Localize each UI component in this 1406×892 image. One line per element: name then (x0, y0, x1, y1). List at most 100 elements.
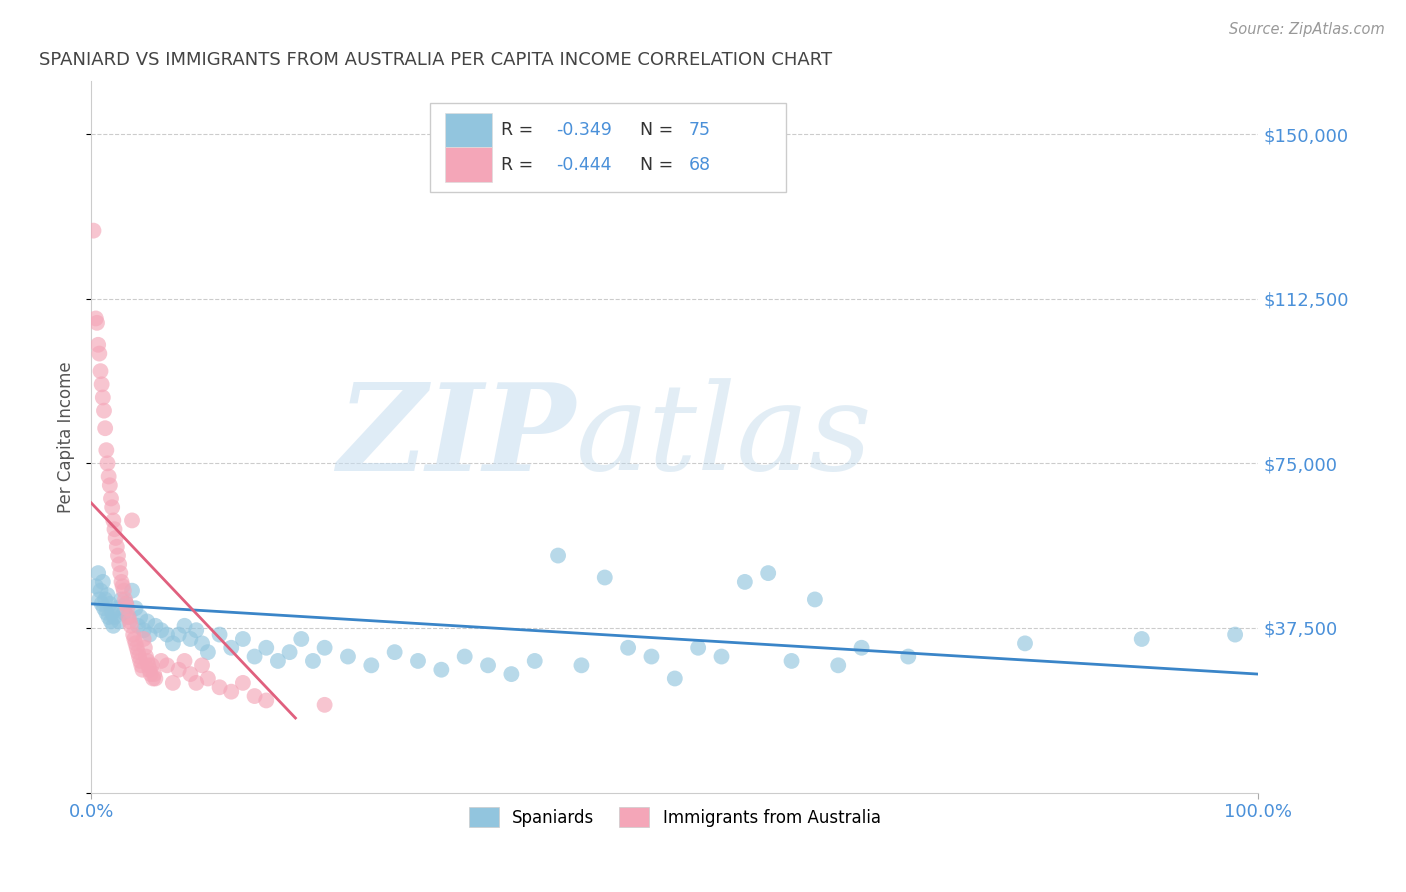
Text: R =: R = (501, 155, 538, 174)
Point (101, 606, 124, 620)
Point (82, 224, 104, 238)
Point (129, 654, 152, 668)
Point (710, 649, 733, 664)
Point (86, 316, 108, 330)
Point (127, 619, 149, 633)
Point (141, 658, 163, 673)
Point (156, 658, 179, 673)
Point (138, 627, 160, 641)
Point (756, 566, 779, 581)
Point (90, 377, 112, 392)
Point (105, 601, 128, 615)
Point (179, 632, 201, 646)
Point (336, 649, 359, 664)
Point (129, 610, 152, 624)
Point (523, 654, 546, 668)
Point (112, 606, 135, 620)
Point (138, 663, 160, 677)
Point (136, 654, 159, 668)
Point (142, 672, 165, 686)
Point (156, 627, 179, 641)
Y-axis label: Per Capita Income: Per Capita Income (58, 361, 75, 513)
Point (1014, 636, 1036, 650)
Point (150, 654, 173, 668)
Point (103, 522, 125, 536)
Point (1130, 632, 1153, 646)
Point (197, 645, 219, 659)
Point (110, 566, 132, 581)
Point (197, 672, 219, 686)
Point (117, 610, 139, 624)
Point (143, 672, 166, 686)
Point (96, 456, 118, 470)
Point (734, 574, 756, 589)
Point (94, 592, 117, 607)
Point (804, 592, 827, 607)
Point (108, 558, 131, 572)
Point (98, 597, 121, 611)
Point (167, 663, 190, 677)
FancyBboxPatch shape (430, 103, 786, 192)
Text: N =: N = (640, 155, 679, 174)
Point (96, 443, 118, 458)
Point (851, 640, 873, 655)
Point (191, 658, 214, 673)
Point (132, 632, 155, 646)
Point (84, 579, 107, 593)
Point (104, 531, 127, 545)
Point (897, 649, 920, 664)
Point (454, 649, 477, 664)
Point (96, 588, 118, 602)
Point (100, 615, 122, 629)
Text: atlas: atlas (575, 378, 872, 496)
Point (406, 654, 429, 668)
Point (688, 640, 710, 655)
Point (91, 391, 114, 405)
Point (124, 636, 146, 650)
Point (664, 672, 686, 686)
Point (186, 676, 208, 690)
Point (254, 640, 277, 655)
Point (173, 654, 195, 668)
Point (128, 649, 150, 664)
Text: -0.444: -0.444 (555, 155, 612, 174)
Point (135, 649, 157, 664)
Text: N =: N = (640, 120, 679, 139)
Point (314, 698, 336, 712)
Point (89, 346, 111, 360)
Point (179, 667, 201, 681)
Point (278, 645, 301, 659)
Point (167, 627, 190, 641)
Point (827, 658, 849, 673)
Point (87, 338, 110, 352)
Point (314, 640, 336, 655)
Point (219, 640, 242, 655)
Point (243, 689, 266, 703)
Point (110, 592, 132, 607)
Point (89, 583, 111, 598)
Point (107, 549, 129, 563)
Point (360, 658, 382, 673)
FancyBboxPatch shape (444, 147, 492, 182)
Point (143, 667, 166, 681)
Text: Source: ZipAtlas.com: Source: ZipAtlas.com (1229, 22, 1385, 37)
Point (115, 597, 138, 611)
Point (208, 680, 231, 694)
Point (173, 619, 195, 633)
Point (139, 667, 162, 681)
Legend: Spaniards, Immigrants from Australia: Spaniards, Immigrants from Australia (463, 800, 887, 834)
Point (114, 592, 136, 607)
FancyBboxPatch shape (444, 112, 492, 147)
Point (89, 592, 111, 607)
Point (232, 632, 254, 646)
Point (571, 658, 593, 673)
Point (138, 658, 160, 673)
Point (108, 615, 131, 629)
Point (150, 623, 173, 637)
Point (191, 636, 214, 650)
Point (103, 513, 125, 527)
Point (547, 549, 569, 563)
Point (120, 619, 142, 633)
Point (617, 640, 640, 655)
Text: ZIP: ZIP (337, 377, 575, 496)
